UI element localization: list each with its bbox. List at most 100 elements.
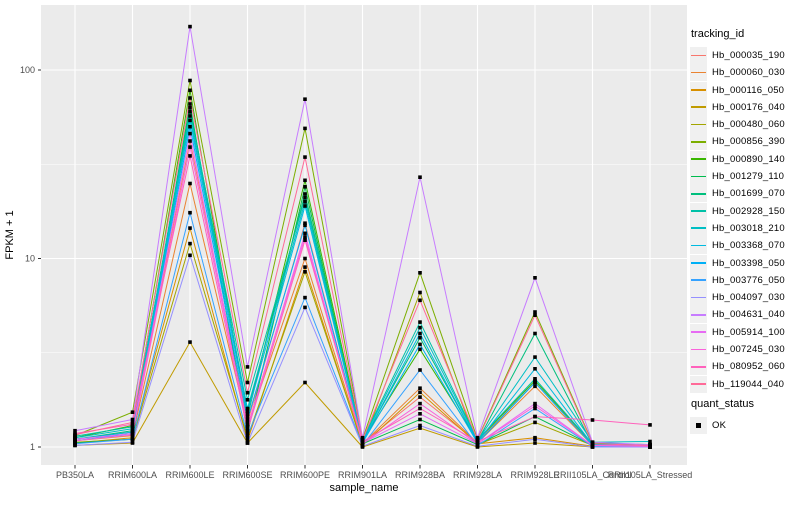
legend-item-Hb_007245_030: Hb_007245_030 [690, 341, 800, 359]
legend-label: Hb_000856_390 [712, 136, 785, 148]
legend-item-Hb_004097_030: Hb_004097_030 [690, 289, 800, 307]
legend-key [690, 185, 707, 203]
data-point [418, 342, 422, 347]
legend-item-Hb_000060_030: Hb_000060_030 [690, 64, 800, 82]
data-point [303, 192, 307, 196]
legend-key [690, 237, 707, 255]
data-point [188, 96, 192, 100]
data-point [418, 271, 422, 275]
data-point [188, 253, 192, 258]
legend-label: Hb_003398_050 [712, 257, 785, 269]
legend-item-Hb_000856_390: Hb_000856_390 [690, 133, 800, 151]
legend-item-Hb_002928_150: Hb_002928_150 [690, 202, 800, 220]
data-point [245, 398, 250, 402]
data-point [303, 235, 307, 239]
data-point [418, 401, 422, 406]
data-point [188, 181, 192, 186]
data-point [245, 426, 250, 431]
legend-item-Hb_003018_210: Hb_003018_210 [690, 219, 800, 237]
quant-status-legend-title: quant_status [691, 398, 754, 410]
y-tick-label: 10 [25, 254, 35, 264]
data-point [188, 139, 192, 143]
data-point [418, 347, 422, 352]
data-point [303, 380, 307, 385]
legend-item-Hb_119044_040: Hb_119044_040 [690, 375, 800, 393]
data-point [303, 238, 307, 242]
data-point [360, 444, 365, 448]
legend-label: Hb_007245_030 [712, 344, 785, 356]
data-point [648, 423, 652, 427]
data-point [533, 367, 537, 371]
data-point [533, 377, 537, 381]
legend-color-line [691, 296, 706, 299]
data-point [130, 425, 135, 429]
x-tick-label: RRIM928BA [395, 470, 445, 480]
data-point [245, 406, 250, 411]
legend-label: Hb_000035_190 [712, 50, 785, 61]
data-point [360, 435, 365, 440]
data-point [303, 305, 307, 310]
data-point [73, 443, 77, 448]
data-point [533, 331, 537, 336]
legend-key [690, 81, 707, 99]
data-point [533, 401, 537, 406]
legend-color-line [691, 244, 706, 247]
data-point [73, 433, 77, 437]
legend-key [690, 254, 707, 272]
legend-color-line [691, 158, 706, 160]
legend-item-Hb_000035_190: Hb_000035_190 [690, 47, 800, 64]
data-point [590, 442, 595, 446]
quant-status-key [690, 417, 707, 434]
legend-label: Hb_001279_110 [712, 171, 785, 183]
data-point [245, 380, 250, 385]
legend-color-line [691, 365, 706, 368]
data-point [188, 131, 192, 136]
data-point [533, 384, 537, 389]
data-point [533, 355, 537, 359]
data-point [303, 185, 307, 189]
x-tick-label: RRIM600LE [165, 470, 214, 480]
legend-label: Hb_000116_050 [712, 84, 785, 96]
legend-label: Hb_003776_050 [712, 274, 785, 286]
data-point [418, 412, 422, 416]
data-point [245, 414, 250, 419]
data-point [533, 414, 537, 419]
legend-key [690, 341, 707, 359]
tracking-id-legend-items: Hb_000035_190 Hb_000060_030 Hb_000116_050 H… [690, 47, 800, 393]
data-point [188, 114, 192, 118]
data-point [418, 298, 422, 303]
data-point [188, 106, 192, 110]
data-point [590, 418, 595, 422]
data-point [418, 417, 422, 422]
legend-key [690, 64, 707, 82]
data-point [418, 386, 422, 390]
data-point [475, 438, 480, 442]
data-point [418, 390, 422, 395]
legend-item-Hb_000890_140: Hb_000890_140 [690, 150, 800, 168]
data-point [245, 431, 250, 436]
data-point [188, 24, 192, 29]
data-point [245, 441, 250, 445]
data-point [533, 441, 537, 445]
legend-color-line [691, 383, 706, 385]
legend-item-Hb_001279_110: Hb_001279_110 [690, 168, 800, 186]
quant-status-legend: quant_status OK [690, 398, 800, 434]
data-point [303, 97, 307, 101]
legend-item-Hb_004631_040: Hb_004631_040 [690, 306, 800, 324]
legend-color-line [691, 175, 706, 178]
legend-label: Hb_080952_060 [712, 361, 785, 373]
legend-key [690, 116, 707, 134]
legend-label: Hb_001699_070 [712, 188, 785, 200]
legend-color-line [691, 192, 706, 195]
data-point [648, 439, 652, 444]
legend-label: Hb_004097_030 [712, 292, 785, 304]
legend-key [690, 133, 707, 151]
legend-item-Hb_000480_060: Hb_000480_060 [690, 116, 800, 134]
legend-key [690, 47, 707, 64]
legend-key [690, 219, 707, 237]
data-point [130, 420, 135, 425]
data-point [245, 438, 250, 443]
legend-color-line [691, 313, 706, 316]
